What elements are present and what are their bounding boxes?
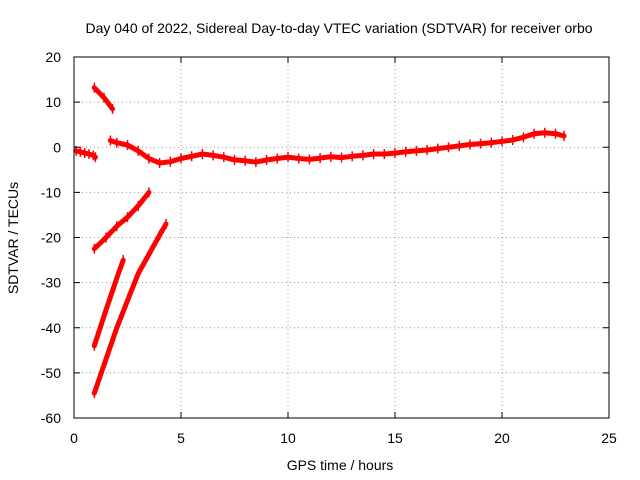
series-main — [107, 127, 567, 169]
y-axis-label: SDTVAR / TECUs — [5, 182, 21, 294]
y-tick-label: -20 — [41, 230, 61, 246]
x-axis-label: GPS time / hours — [287, 457, 394, 473]
x-tick-label: 0 — [70, 430, 78, 446]
y-tick-label: -50 — [41, 365, 61, 381]
grid — [74, 57, 609, 418]
series-line — [107, 130, 567, 166]
y-tick-label: 0 — [53, 139, 61, 155]
data-layer — [73, 82, 567, 399]
series-seg-d — [91, 218, 169, 399]
chart-title: Day 040 of 2022, Sidereal Day-to-day VTE… — [85, 20, 592, 36]
y-tick-label: -10 — [41, 184, 61, 200]
series-seg-a — [91, 82, 115, 114]
x-tick-label: 15 — [387, 430, 403, 446]
x-tick-label: 25 — [601, 430, 617, 446]
x-tick-label: 10 — [280, 430, 296, 446]
ticks — [73, 56, 610, 419]
y-tick-label: 20 — [45, 49, 61, 65]
series-line — [73, 148, 98, 160]
series-line — [91, 257, 126, 349]
y-tick-label: 10 — [45, 94, 61, 110]
x-tick-label: 5 — [177, 430, 185, 446]
y-tick-label: -40 — [41, 320, 61, 336]
series-seg-c — [91, 255, 126, 351]
y-tick-label: -60 — [41, 410, 61, 426]
x-tick-label: 20 — [494, 430, 510, 446]
series-line — [91, 189, 152, 252]
y-tick-label: -30 — [41, 275, 61, 291]
series-early — [73, 145, 98, 163]
tick-labels: 0 5 10 15 20 25 -60 -50 -40 -30 -20 -10 0 10 20 — [41, 49, 617, 446]
series-seg-b — [91, 187, 152, 254]
